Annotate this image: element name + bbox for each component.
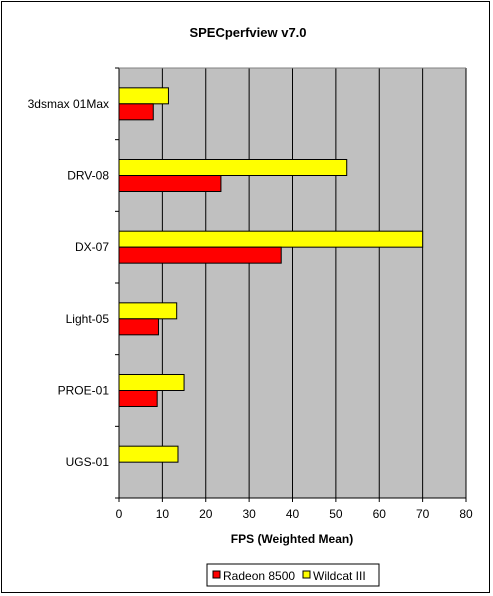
legend-swatch-radeon <box>212 570 221 579</box>
bar-radeon <box>118 318 159 336</box>
category-label: 3dsmax 01Max <box>28 97 109 111</box>
bar-wildcat <box>118 374 185 391</box>
x-tick-label: 10 <box>156 507 170 521</box>
category-label: Light-05 <box>66 312 110 326</box>
legend-box <box>206 563 380 587</box>
bar-radeon <box>118 175 222 192</box>
x-tick-label: 20 <box>199 507 213 521</box>
axes <box>118 67 466 499</box>
bar-radeon <box>118 246 282 264</box>
chart-title: SPECperfview v7.0 <box>189 25 306 40</box>
x-tick-label: 60 <box>373 507 387 521</box>
x-tick-label: 50 <box>329 507 343 521</box>
bar-radeon <box>118 390 158 407</box>
legend-label-wildcat: Wildcat III <box>313 569 366 583</box>
category-label: DX-07 <box>75 240 109 254</box>
x-tick-label: 0 <box>116 507 123 521</box>
legend-swatch-wildcat <box>302 570 311 579</box>
bar-wildcat <box>118 302 178 320</box>
x-tick-label: 70 <box>416 507 430 521</box>
bar-radeon <box>118 103 154 121</box>
category-label: PROE-01 <box>58 384 110 398</box>
bars <box>118 87 424 463</box>
legend-label-radeon: Radeon 8500 <box>223 569 295 583</box>
x-axis-label: FPS (Weighted Mean) <box>231 532 353 546</box>
bar-wildcat <box>118 159 348 176</box>
bar-wildcat <box>118 230 424 248</box>
legend: Radeon 8500 Wildcat III <box>206 563 380 587</box>
bar-wildcat <box>118 87 169 105</box>
x-tick-label: 30 <box>242 507 256 521</box>
category-label: DRV-08 <box>67 169 109 183</box>
x-tick-label: 40 <box>286 507 300 521</box>
x-axis-ticks: 0 10 20 30 40 50 60 70 80 <box>116 498 473 521</box>
bar-wildcat <box>118 445 179 463</box>
category-labels: 3dsmax 01Max DRV-08 DX-07 Light-05 PROE-01 UG… <box>28 67 119 499</box>
category-label: UGS-01 <box>66 455 110 469</box>
gridlines <box>161 68 467 498</box>
x-tick-label: 80 <box>459 507 473 521</box>
